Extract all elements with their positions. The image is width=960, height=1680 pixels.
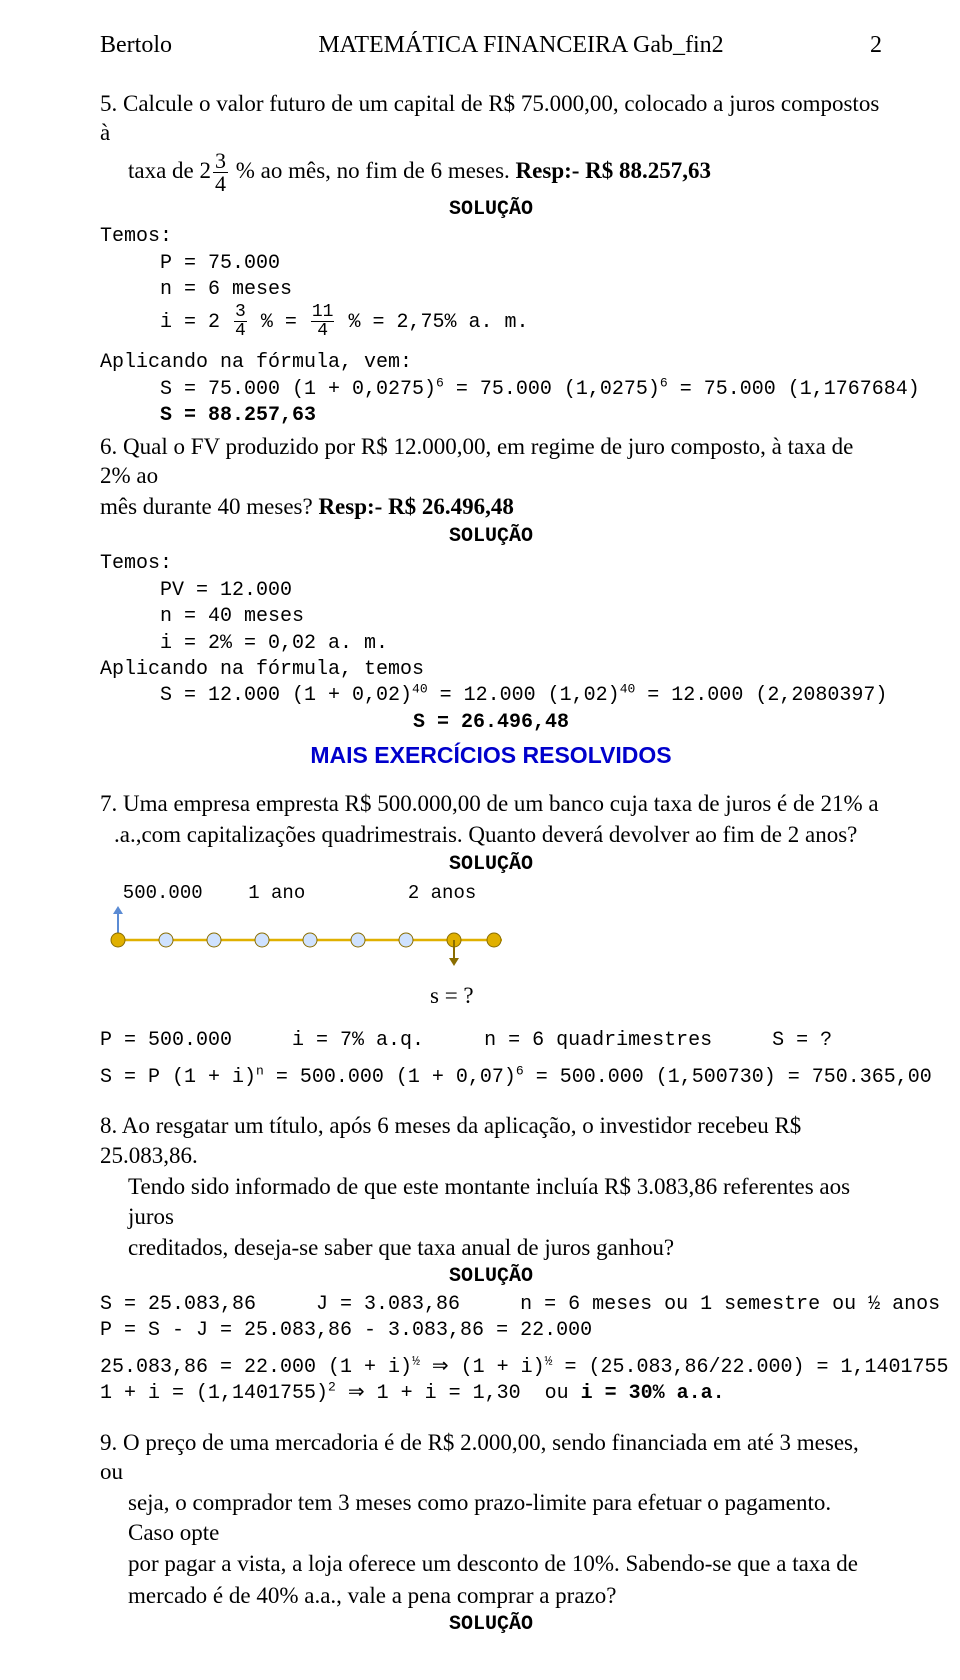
q6-line2: mês durante 40 meses? Resp:- R$ 26.496,4… <box>100 492 882 521</box>
q5-temos: Temos: <box>100 224 882 250</box>
q5-solucao: SOLUÇÃO <box>100 197 882 223</box>
q6-resp: Resp:- R$ 26.496,48 <box>318 494 514 519</box>
q5-aplicando: Aplicando na fórmula, vem: <box>100 350 882 376</box>
q6-pv: PV = 12.000 <box>160 578 882 604</box>
q5-calc: S = 75.000 (1 + 0,0275)6 = 75.000 (1,027… <box>160 377 882 403</box>
timeline-svg <box>100 906 520 968</box>
q7-params: P = 500.000 i = 7% a.q. n = 6 quadrimest… <box>100 1028 882 1054</box>
q6-calc: S = 12.000 (1 + 0,02)40 = 12.000 (1,02)4… <box>160 683 882 709</box>
question-9: 9. O preço de uma mercadoria é de R$ 2.0… <box>100 1428 882 1638</box>
q8-line2: Tendo sido informado de que este montant… <box>128 1172 882 1231</box>
q9-solucao: SOLUÇÃO <box>100 1612 882 1638</box>
header-center: MATEMÁTICA FINANCEIRA Gab_fin2 <box>318 30 723 61</box>
q5-line1: 5. Calcule o valor futuro de um capital … <box>100 89 882 148</box>
q5-n: n = 6 meses <box>160 277 882 303</box>
blue-heading: MAIS EXERCÍCIOS RESOLVIDOS <box>100 741 882 770</box>
q9-line4: mercado é de 40% a.a., vale a pena compr… <box>128 1581 882 1610</box>
question-7: 7. Uma empresa empresta R$ 500.000,00 de… <box>100 789 882 1091</box>
q9-line1: 9. O preço de uma mercadoria é de R$ 2.0… <box>100 1428 882 1487</box>
cashflow-diagram: 500.000 1 ano 2 anos <box>100 881 882 975</box>
q6-n: n = 40 meses <box>160 604 882 630</box>
q7-calc: S = P (1 + i)n = 500.000 (1 + 0,07)6 = 5… <box>100 1065 882 1091</box>
q7-line2: .a.,com capitalizações quadrimestrais. Q… <box>114 820 882 849</box>
fraction-3-4: 34 <box>213 150 228 195</box>
q7-line1: 7. Uma empresa empresta R$ 500.000,00 de… <box>100 789 882 818</box>
q5-p: P = 75.000 <box>160 251 882 277</box>
q5-result: S = 88.257,63 <box>160 403 882 429</box>
header-left: Bertolo <box>100 30 172 61</box>
q5-resp: Resp:- R$ 88.257,63 <box>516 157 712 182</box>
q8-solucao: SOLUÇÃO <box>100 1264 882 1290</box>
q8-m4: 1 + i = (1,1401755)2 ⇒ 1 + i = 1,30 ou i… <box>100 1381 882 1407</box>
q9-line2: seja, o comprador tem 3 meses como prazo… <box>128 1488 882 1547</box>
q5-i: i = 2 34 % = 114 % = 2,75% a. m. <box>160 303 882 340</box>
q6-solucao: SOLUÇÃO <box>100 524 882 550</box>
q8-m2: P = S - J = 25.083,86 - 3.083,86 = 22.00… <box>100 1318 882 1344</box>
question-5: 5. Calcule o valor futuro de um capital … <box>100 89 882 430</box>
q5-line2: taxa de 234 % ao mês, no fim de 6 meses.… <box>128 150 882 195</box>
q6-i: i = 2% = 0,02 a. m. <box>160 631 882 657</box>
q8-line3: creditados, deseja-se saber que taxa anu… <box>128 1233 882 1262</box>
q8-m3: 25.083,86 = 22.000 (1 + i)½ ⇒ (1 + i)½ =… <box>100 1355 882 1381</box>
q7-solucao: SOLUÇÃO <box>100 852 882 878</box>
q9-line3: por pagar a vista, a loja oferece um des… <box>128 1549 882 1578</box>
q8-m1: S = 25.083,86 J = 3.083,86 n = 6 meses o… <box>100 1292 882 1318</box>
question-8: 8. Ao resgatar um título, após 6 meses d… <box>100 1111 882 1407</box>
q6-result: S = 26.496,48 <box>100 710 882 736</box>
q8-line1: 8. Ao resgatar um título, após 6 meses d… <box>100 1111 882 1170</box>
s-equals: s = ? <box>430 981 882 1010</box>
fraction-11-4-mono: 114 <box>311 303 335 340</box>
fraction-3-4-mono: 34 <box>234 303 247 340</box>
question-6: 6. Qual o FV produzido por R$ 12.000,00,… <box>100 432 882 771</box>
header-right: 2 <box>870 30 882 61</box>
q6-temos: Temos: <box>100 551 882 577</box>
timeline-labels: 500.000 1 ano 2 anos <box>100 881 882 905</box>
q6-line1: 6. Qual o FV produzido por R$ 12.000,00,… <box>100 432 882 491</box>
page-header: Bertolo MATEMÁTICA FINANCEIRA Gab_fin2 2 <box>100 30 882 61</box>
q6-aplicando: Aplicando na fórmula, temos <box>100 657 882 683</box>
